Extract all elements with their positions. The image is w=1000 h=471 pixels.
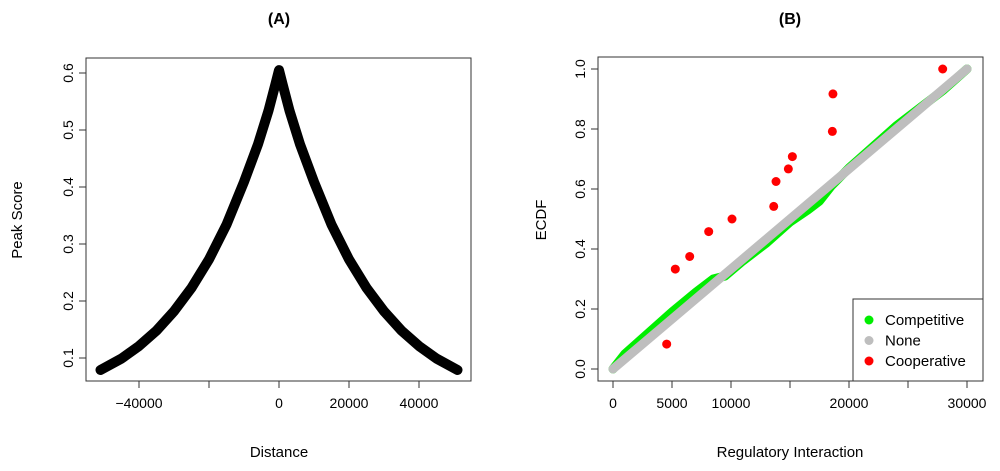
panel-a-y-axis-label: Peak Score [9, 181, 26, 259]
panel-a-y-tick-label: 0.1 [60, 348, 76, 368]
legend-label-cooperative: Cooperative [885, 353, 966, 370]
panel-b-point-cooperative [727, 214, 737, 224]
panel-b-x-tick-label: 10000 [712, 395, 751, 411]
panel-b-point-cooperative [704, 227, 714, 237]
panel-b-y-tick-label: 0.2 [572, 299, 588, 319]
legend-label-none: None [885, 333, 921, 350]
legend-marker-none [864, 336, 874, 345]
panel-b-point-cooperative [662, 339, 672, 349]
panel-b-x-axis-label: Regulatory Interaction [717, 444, 864, 461]
panel-b-point-cooperative [670, 264, 680, 274]
panel-a-y-tick-label: 0.3 [60, 234, 76, 254]
panel-a-x-tick-label: 20000 [330, 395, 369, 411]
panel-b-point-cooperative [685, 252, 695, 261]
panel-a-title: (A) [268, 11, 290, 28]
panel-b-y-axis-label: ECDF [533, 200, 550, 241]
panel-a-y-tick-label: 0.2 [60, 291, 76, 311]
panel-b-y-tick-label: 1.0 [572, 59, 588, 79]
panel-b-y-tick-label: 0.4 [572, 239, 588, 259]
legend-marker-cooperative [864, 356, 874, 366]
panel-b: (B) Regulatory Interaction ECDF 0 5000 100… [533, 11, 987, 461]
panel-b-title: (B) [779, 11, 801, 28]
panel-b-series-none [608, 64, 972, 374]
panel-a: (A) Distance Peak Score −40000 0 20000 4000… [9, 11, 472, 461]
panel-b-x-tick-label: 5000 [656, 395, 687, 411]
panel-b-y-tick-label: 0.6 [572, 179, 588, 199]
panel-a-series-curve [95, 65, 463, 375]
panel-b-y-tick-label: 0.8 [572, 119, 588, 139]
legend-label-competitive: Competitive [885, 312, 964, 329]
panel-a-x-tick-label: 40000 [400, 395, 439, 411]
panel-b-point-cooperative [938, 64, 948, 74]
panel-a-y-tick-label: 0.4 [60, 177, 76, 197]
legend-marker-competitive [864, 315, 874, 325]
legend-box [852, 298, 984, 382]
panel-b-point-cooperative [771, 177, 781, 186]
panel-b-point-cooperative [769, 201, 779, 211]
panel-b-x-tick-label: 30000 [948, 395, 987, 411]
panel-b-y-tick-label: 0.0 [572, 359, 588, 379]
panel-b-point-cooperative [787, 152, 797, 162]
panel-b-point-cooperative [827, 126, 837, 136]
panel-a-x-axis-label: Distance [250, 444, 308, 461]
panel-b-point-cooperative [783, 164, 793, 174]
panel-a-y-tick-label: 0.5 [60, 120, 76, 140]
panel-a-y-tick-label: 0.6 [60, 63, 76, 83]
panel-a-x-tick-label: −40000 [115, 395, 162, 411]
panel-a-plot-frame [85, 57, 472, 382]
panel-a-x-tick-label: 0 [275, 395, 283, 411]
panel-b-point-cooperative [828, 89, 838, 99]
panel-b-x-tick-label: 0 [609, 395, 617, 411]
panel-b-x-tick-label: 20000 [830, 395, 869, 411]
legend: Competitive None Cooperative [852, 298, 984, 382]
